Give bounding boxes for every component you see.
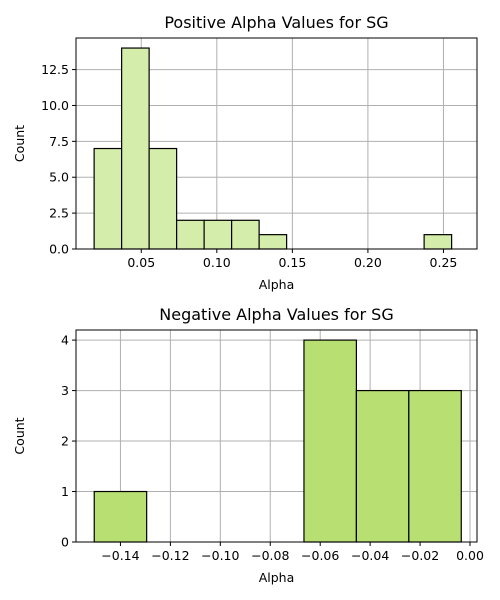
x-tick-label: 0.25 xyxy=(430,255,458,270)
x-tick-label: 0.20 xyxy=(354,255,382,270)
y-tick-label: 12.5 xyxy=(41,62,69,77)
y-tick-label: 4 xyxy=(61,333,69,348)
chart-title: Positive Alpha Values for SG xyxy=(164,13,388,32)
x-axis-label: Alpha xyxy=(259,277,295,292)
histogram-bar xyxy=(93,490,148,543)
y-tick-label: 10.0 xyxy=(41,98,69,113)
axes: −0.14 −0.12 −0.10 −0.08 −0.06 −0.04 −0.02 0.00 0… xyxy=(61,329,484,563)
histogram-bar xyxy=(148,147,178,250)
y-axis-label: Count xyxy=(12,417,27,454)
axes: 0.05 0.10 0.15 0.20 0.25 0.0 2.5 5.0 7.5 10.0 12.5 xyxy=(41,37,478,270)
positive-alpha-histogram: Positive Alpha Values for SG Alpha Count… xyxy=(12,13,478,292)
x-tick-label: 0.05 xyxy=(127,255,155,270)
histogram-bar xyxy=(121,47,150,250)
histogram-bar xyxy=(303,339,358,543)
x-tick-label: −0.14 xyxy=(101,548,139,563)
bars xyxy=(93,47,453,250)
x-tick-label: 0.15 xyxy=(278,255,306,270)
histogram-bar xyxy=(355,389,410,543)
x-tick-label: −0.12 xyxy=(151,548,189,563)
y-tick-label: 2.5 xyxy=(49,206,69,221)
histogram-bar xyxy=(408,389,462,543)
histogram-bar xyxy=(258,234,288,250)
x-tick-label: −0.10 xyxy=(201,548,239,563)
y-tick-label: 0.0 xyxy=(49,242,69,257)
y-tick-label: 0 xyxy=(61,535,69,550)
plot-frame xyxy=(75,37,478,250)
y-tick-label: 1 xyxy=(61,484,69,499)
x-tick-label: 0.00 xyxy=(456,548,484,563)
histogram-bar xyxy=(423,234,453,250)
histogram-bar xyxy=(203,219,233,250)
histogram-bar xyxy=(231,219,260,250)
bars xyxy=(93,339,462,543)
x-tick-label: −0.02 xyxy=(401,548,439,563)
y-tick-label: 2 xyxy=(61,434,69,449)
x-tick-label: −0.08 xyxy=(251,548,289,563)
x-tick-label: 0.10 xyxy=(203,255,231,270)
y-tick-label: 5.0 xyxy=(49,170,69,185)
y-tick-label: 7.5 xyxy=(49,134,69,149)
chart-title: Negative Alpha Values for SG xyxy=(159,305,393,324)
negative-alpha-histogram: Negative Alpha Values for SG Alpha Count… xyxy=(12,305,484,585)
x-tick-label: −0.04 xyxy=(351,548,389,563)
y-axis-label: Count xyxy=(12,125,27,162)
histogram-bar xyxy=(176,219,205,250)
plot-frame xyxy=(75,329,478,543)
x-tick-label: −0.06 xyxy=(301,548,339,563)
y-tick-label: 3 xyxy=(61,383,69,398)
x-axis-label: Alpha xyxy=(259,570,295,585)
histogram-bar xyxy=(93,147,123,250)
